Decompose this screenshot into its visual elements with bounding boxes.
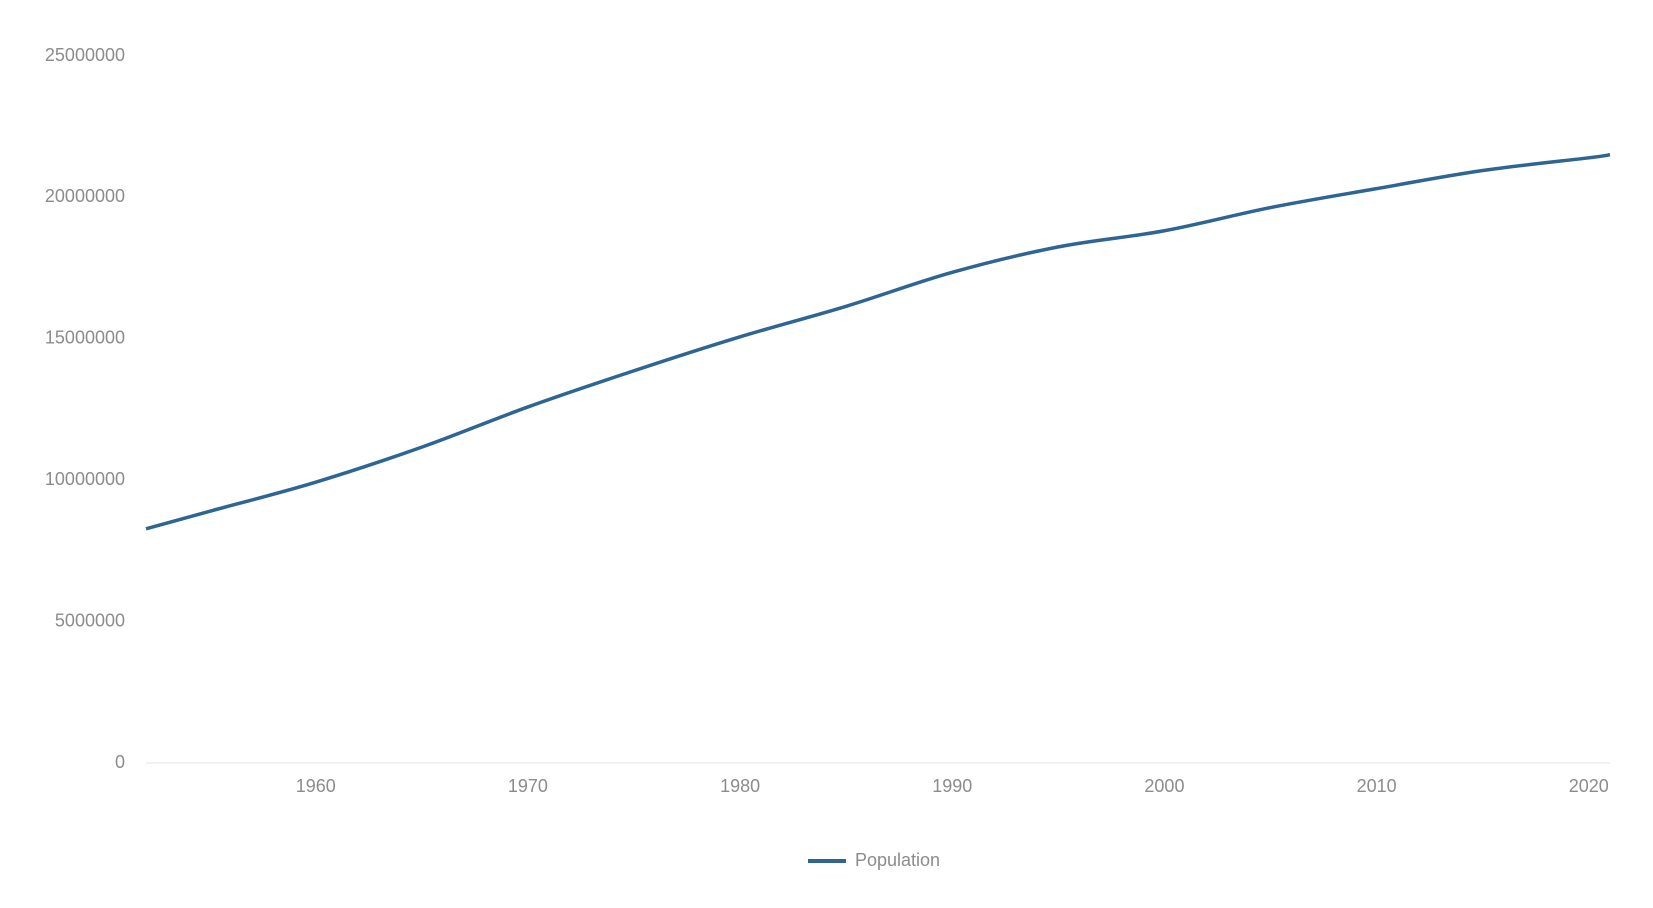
x-tick-label: 1990 bbox=[932, 776, 972, 796]
y-tick-label: 20000000 bbox=[45, 186, 125, 206]
x-tick-label: 2010 bbox=[1357, 776, 1397, 796]
y-tick-label: 5000000 bbox=[55, 610, 125, 630]
y-tick-label: 15000000 bbox=[45, 328, 125, 348]
x-tick-label: 1960 bbox=[296, 776, 336, 796]
y-tick-label: 0 bbox=[115, 752, 125, 772]
y-tick-label: 10000000 bbox=[45, 469, 125, 489]
x-tick-label: 2020 bbox=[1569, 776, 1609, 796]
x-tick-label: 2000 bbox=[1144, 776, 1184, 796]
x-tick-label: 1980 bbox=[720, 776, 760, 796]
y-tick-label: 25000000 bbox=[45, 45, 125, 65]
line-series bbox=[145, 152, 1611, 531]
x-tick-label: 1970 bbox=[508, 776, 548, 796]
legend-label: Population bbox=[855, 850, 940, 870]
